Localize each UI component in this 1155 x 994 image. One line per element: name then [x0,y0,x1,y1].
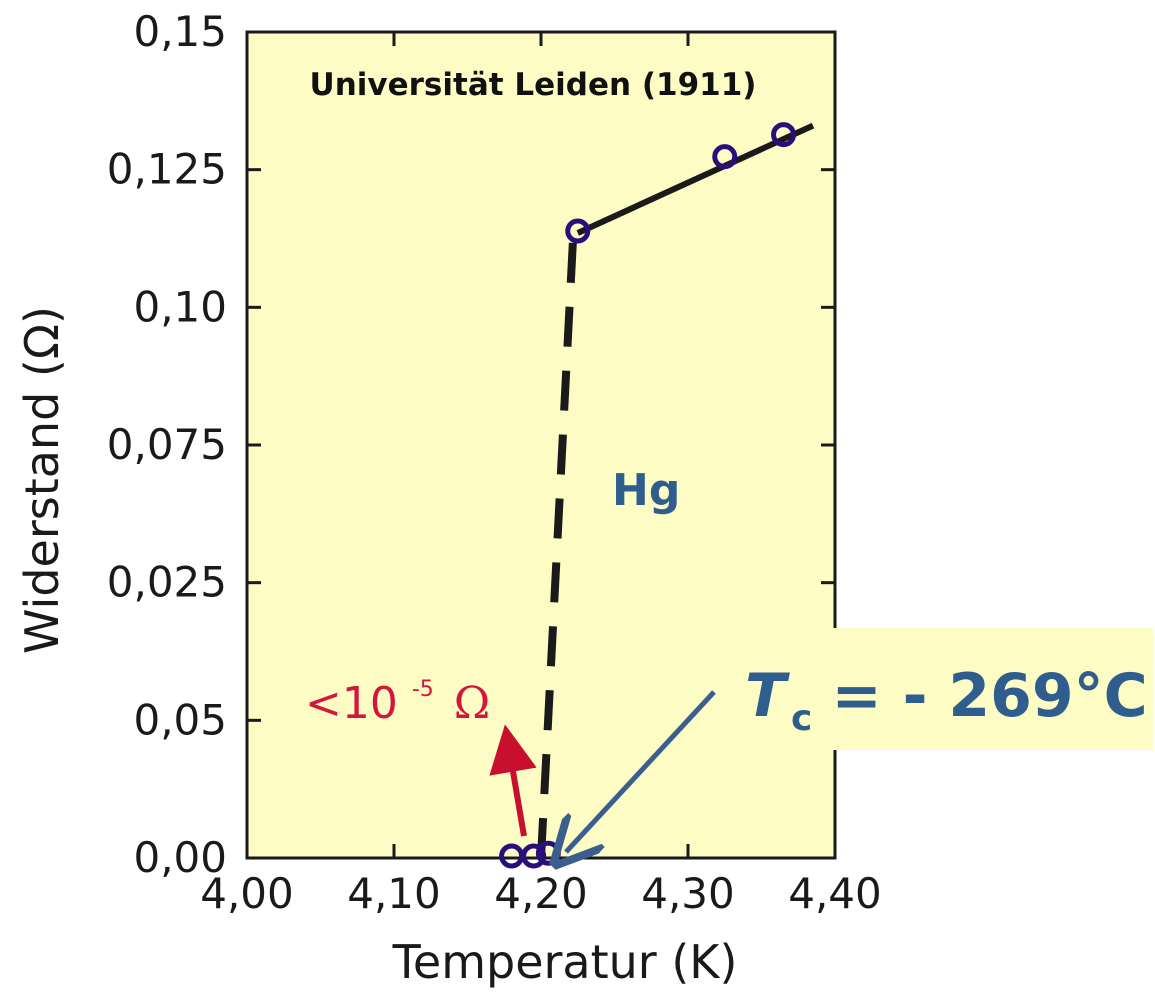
y-tick-label-5: 0,125 [107,145,227,194]
tc-annotation: T c = - 269°C [745,661,1148,739]
x-tick-label-4: 4,40 [788,869,882,918]
y-tick-label-3: 0,075 [107,420,227,469]
x-tick-label-2: 4,20 [494,869,588,918]
tc-subscript: c [791,698,812,739]
resistance-prefix: <10 [305,678,398,729]
y-tick-label-0: 0,00 [133,833,227,882]
series-dashed-line [537,232,578,859]
tc-annotation-box [715,628,1153,750]
y-tick-label-2: 0,025 [107,558,227,607]
y-axis-ticks: 0,00 0,05 0,025 0,075 0,10 0,125 0,15 [107,7,835,882]
red-arrow [489,724,537,837]
tc-value: = - 269°C [831,661,1147,731]
resistance-exponent: -5 [412,677,434,702]
series-solid-line [576,122,815,236]
y-axis-title: Widerstand (Ω) [15,306,69,654]
x-axis-ticks: 4,00 4,10 4,20 4,30 4,40 [200,32,882,918]
y-tick-label-4: 0,10 [133,282,227,331]
y-tick-label-6: 0,15 [133,7,227,56]
tc-symbol: T [745,661,790,731]
data-point-4 [712,144,738,170]
resistance-annotation: <10 -5 Ω [305,656,490,729]
data-point-1 [521,843,547,869]
x-tick-label-3: 4,30 [641,869,735,918]
x-axis-title: Temperatur (K) [392,935,738,989]
resistance-unit: Ω [454,678,490,729]
data-point-3 [565,218,591,244]
data-point-5 [771,122,797,148]
y-tick-label-1: 0,05 [133,695,227,744]
series-label-hg: Hg [612,465,680,516]
x-tick-label-1: 4,10 [347,869,441,918]
blue-arrow [566,690,716,852]
chart-title: Universität Leiden (1911) [310,67,757,103]
x-tick-label-0: 4,00 [200,869,294,918]
